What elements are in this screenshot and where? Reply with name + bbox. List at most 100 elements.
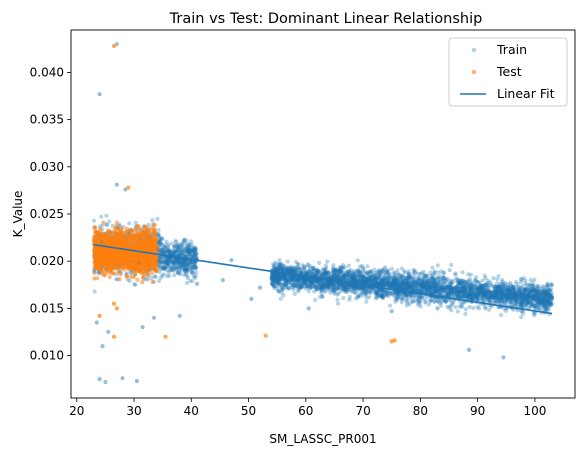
train-point [440, 286, 445, 291]
train-point [186, 246, 191, 251]
train-point [333, 268, 338, 273]
train-point [539, 300, 544, 306]
train-point [392, 280, 397, 285]
train-point [452, 289, 458, 294]
train-point [406, 281, 411, 287]
train-point [475, 290, 480, 296]
train-point [182, 262, 187, 267]
train-point [308, 282, 313, 287]
train-point [177, 258, 182, 263]
train-point [165, 261, 170, 266]
train-point [156, 235, 161, 240]
train-point [275, 280, 280, 285]
train-point [193, 252, 198, 257]
train-point [437, 286, 442, 291]
train-point [163, 258, 168, 263]
train-point [543, 301, 548, 306]
train-outlier-point [177, 313, 182, 318]
train-point [168, 265, 173, 270]
train-point [190, 264, 195, 269]
train-point [406, 274, 411, 279]
train-point [164, 246, 169, 251]
train-point [532, 286, 537, 292]
train-point [184, 238, 189, 243]
train-point [508, 299, 513, 304]
train-point [428, 277, 433, 282]
train-point [194, 265, 199, 270]
train-point [159, 257, 165, 262]
train-point [178, 252, 183, 257]
train-point [292, 291, 297, 296]
train-outlier-point [120, 376, 125, 381]
train-point [178, 259, 183, 264]
train-point [171, 244, 176, 250]
train-point [104, 213, 109, 218]
train-point [549, 287, 554, 292]
train-point [390, 275, 395, 280]
train-point [361, 265, 366, 270]
train-point [169, 248, 174, 253]
train-point [465, 285, 470, 290]
train-point [290, 268, 295, 273]
train-point [457, 304, 462, 309]
train-point [161, 260, 166, 265]
train-point [274, 276, 279, 281]
train-point [331, 263, 336, 268]
train-point [187, 251, 192, 257]
train-point [380, 276, 386, 281]
train-outlier-point [306, 306, 311, 311]
train-point [285, 278, 290, 283]
train-point [187, 261, 193, 267]
train-point [177, 247, 182, 252]
train-point [337, 268, 342, 273]
train-point [182, 265, 187, 271]
train-point [190, 259, 195, 264]
train-point [320, 284, 325, 289]
train-point [192, 247, 197, 252]
train-point [166, 248, 171, 253]
train-point [179, 247, 184, 252]
train-point [188, 260, 193, 265]
train-point [166, 249, 171, 254]
train-point [194, 255, 199, 260]
train-point [346, 270, 351, 275]
train-point [181, 260, 187, 265]
train-point [185, 266, 190, 272]
train-point [468, 282, 473, 287]
train-point [185, 261, 190, 266]
train-point [163, 250, 168, 255]
train-point [152, 274, 157, 279]
train-point [363, 290, 368, 295]
train-point [334, 267, 339, 272]
train-point [547, 293, 552, 298]
train-point [356, 284, 361, 289]
train-point [172, 243, 177, 248]
train-point [159, 260, 164, 265]
train-point [166, 260, 171, 265]
train-point [411, 280, 416, 286]
train-point [272, 272, 277, 277]
train-point [331, 286, 336, 291]
train-point [191, 262, 196, 267]
train-point [158, 240, 164, 245]
train-point [182, 268, 187, 273]
train-point [182, 267, 188, 272]
train-point [166, 258, 171, 264]
train-point [176, 259, 181, 264]
test-point [101, 220, 106, 225]
train-point [367, 270, 372, 275]
train-point [194, 251, 199, 256]
train-point [166, 257, 171, 262]
train-point [510, 296, 516, 301]
train-point [173, 261, 178, 266]
train-point [156, 278, 161, 284]
train-point [474, 275, 479, 280]
train-point [194, 270, 199, 275]
train-point [274, 265, 279, 270]
train-point [356, 286, 361, 291]
train-point [453, 271, 458, 276]
train-point [181, 250, 186, 255]
train-point [176, 264, 181, 269]
train-point [373, 291, 378, 296]
train-point [182, 265, 187, 270]
